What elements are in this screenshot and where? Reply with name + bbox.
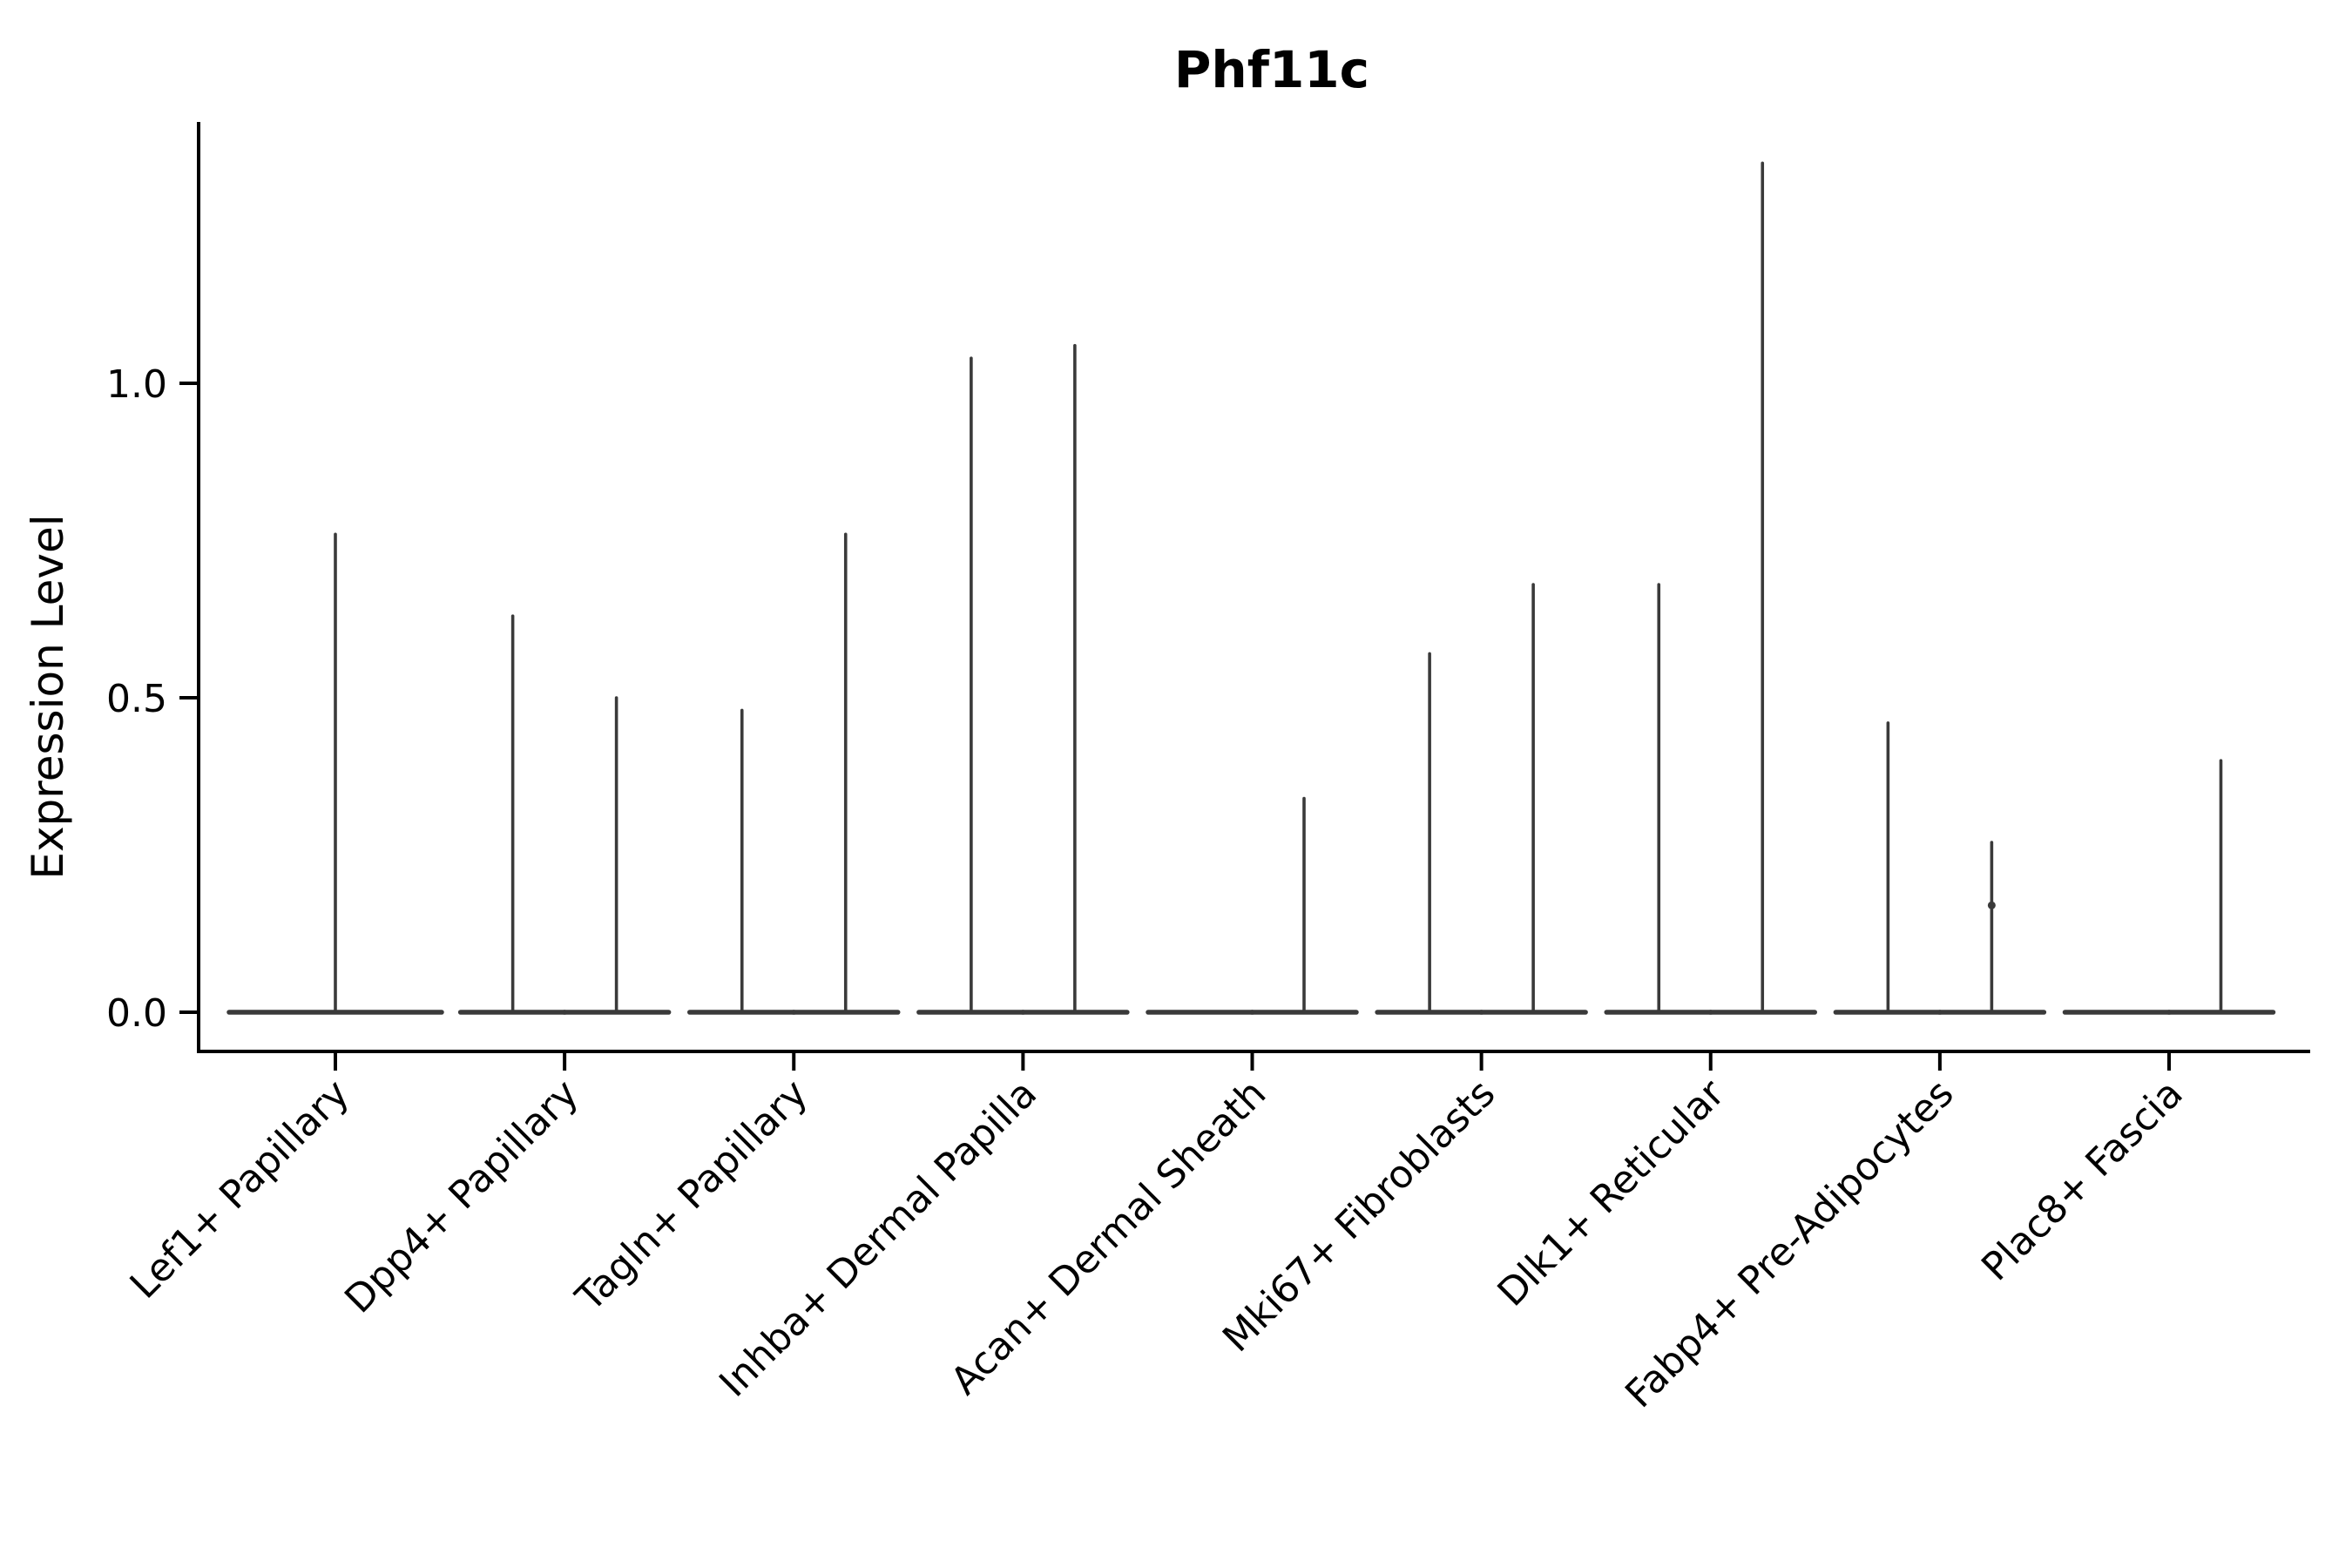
- y-axis-ticks: 0.0 0.5 1.0: [106, 362, 199, 1036]
- y-tick-label: 1.0: [106, 362, 167, 407]
- y-tick-label: 0.0: [106, 991, 167, 1036]
- violins: [226, 161, 2276, 1015]
- plot-title: Phf11c: [1174, 40, 1369, 99]
- y-axis-label: Expression Level: [23, 514, 73, 879]
- violin-bulge-dot: [1987, 901, 1996, 909]
- y-tick-label: 0.5: [106, 677, 167, 721]
